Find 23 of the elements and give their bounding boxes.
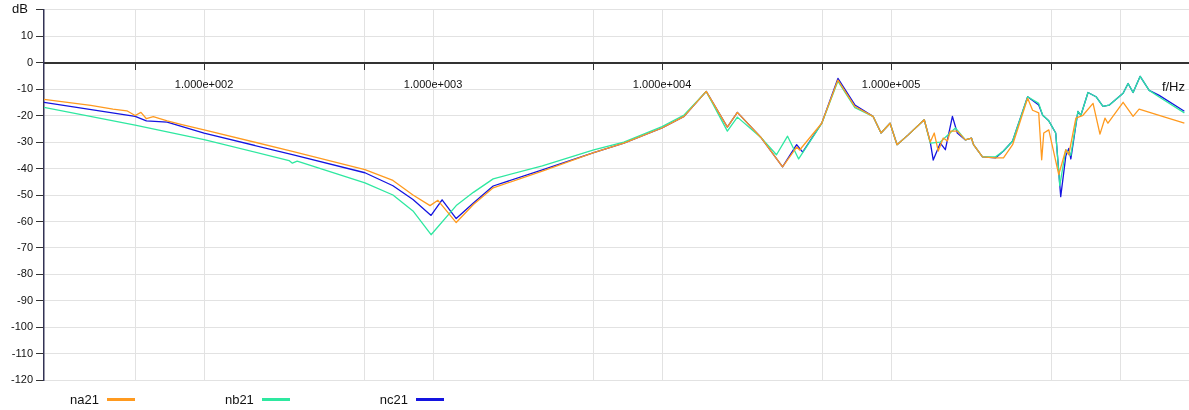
x-axis-title: f/Hz — [1161, 78, 1185, 94]
y-tick-label: -20 — [17, 108, 34, 121]
y-tick-label: -40 — [17, 161, 34, 174]
y-tick-label: 10 — [20, 29, 34, 42]
y-tick-label: -100 — [10, 320, 34, 333]
y-tick-label: -120 — [10, 373, 34, 386]
y-tick-label: -30 — [17, 135, 34, 148]
x-tick-label: 1.000e+003 — [403, 78, 463, 91]
x-tick-label: 1.000e+002 — [174, 78, 234, 91]
y-tick-label: -80 — [17, 267, 34, 280]
x-tick-label: 1.000e+004 — [632, 78, 692, 91]
y-tick-label: 0 — [26, 55, 34, 68]
y-axis-title: dB — [12, 1, 29, 17]
y-tick-label: -110 — [11, 346, 34, 359]
y-tick-label: -70 — [17, 241, 34, 253]
legend-label: nc21 — [379, 392, 409, 407]
y-tick-label: -60 — [17, 214, 34, 227]
x-tick-label: 1.000e+005 — [861, 78, 921, 91]
y-tick-label: -10 — [17, 82, 34, 95]
y-tick-label: -90 — [17, 293, 34, 306]
legend-label: nb21 — [224, 392, 254, 407]
legend-label: na21 — [70, 392, 99, 407]
y-tick-label: -50 — [17, 188, 34, 201]
